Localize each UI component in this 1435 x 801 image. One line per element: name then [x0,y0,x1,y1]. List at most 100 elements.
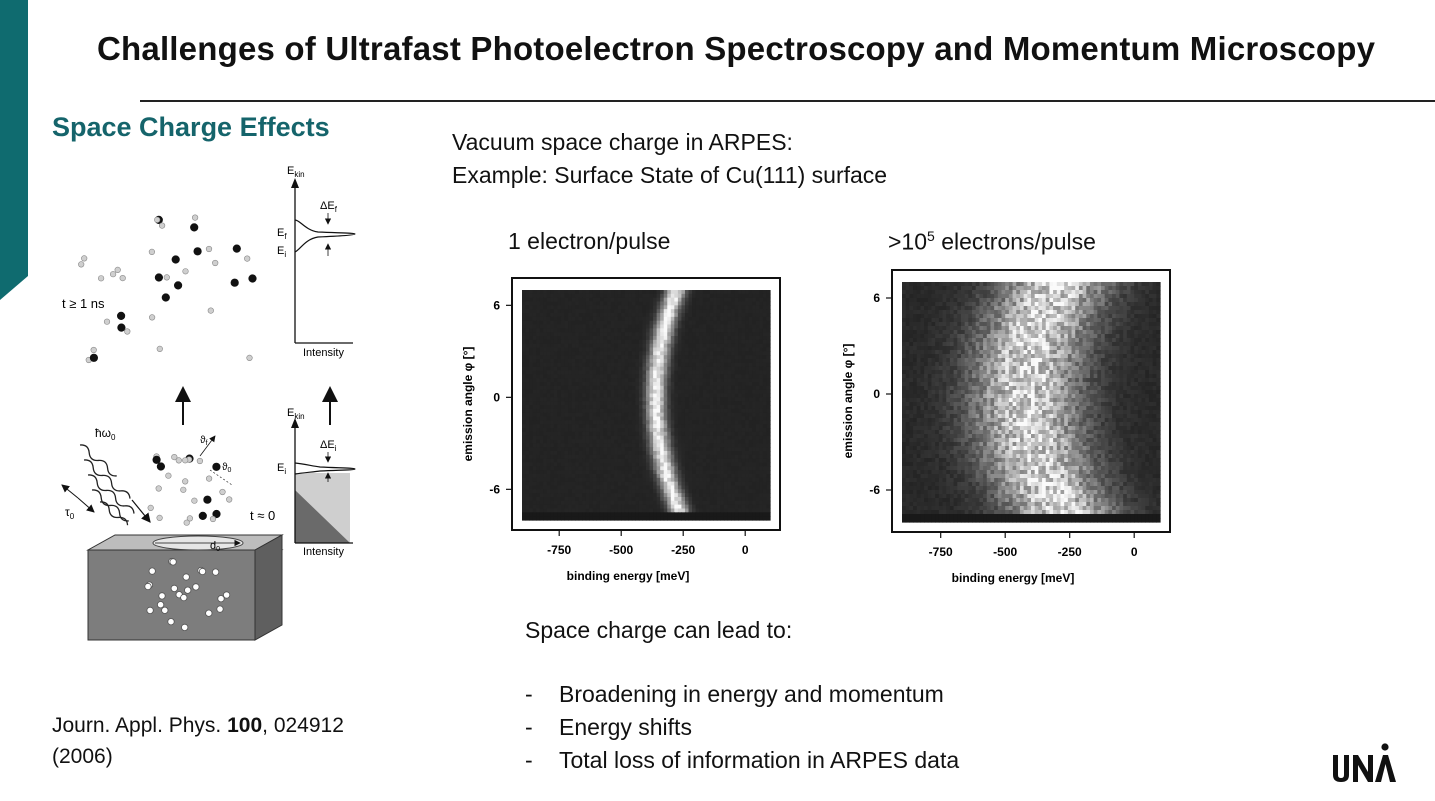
x-tick-label: -750 [547,543,571,557]
hole [169,558,177,566]
electron [230,278,239,287]
expanded-electron-cloud [78,214,257,364]
electron [226,496,233,503]
x-tick-label: -500 [609,543,633,557]
y-tick-label: -6 [489,482,500,496]
list-item: - Total loss of information in ARPES data [525,744,959,777]
bullet-dash: - [525,681,533,707]
electron [148,248,155,255]
y-tick-label: 6 [493,298,500,312]
list-item: - Broadening in energy and momentum [525,678,959,711]
hole [167,618,175,626]
ekin-label-upper: Ekin [287,165,305,179]
electron [182,478,189,485]
electron [109,271,117,278]
section-heading: Space Charge Effects [52,112,330,142]
compact-electron-cloud [147,453,233,526]
electron [182,268,189,275]
accent-bar [0,0,28,300]
y-tick-label: 0 [493,390,500,404]
hole [148,567,156,575]
d0-label: d0 [210,540,220,553]
x-tick-label: -750 [929,545,953,559]
electron [205,245,213,253]
delta-ei-label: ΔEi [320,439,337,453]
y-tick-label: 0 [873,387,880,401]
hole [198,567,207,576]
electron [78,261,85,268]
ei-label: Ei [277,245,286,259]
ekin-label-lower: Ekin [287,407,305,421]
intensity-label-upper: Intensity [303,347,344,359]
electron [148,314,156,321]
electron [212,259,219,267]
electron [244,255,251,262]
electron [165,472,172,479]
hole [181,623,189,631]
electron [186,515,193,522]
electron [154,216,161,223]
hole [216,605,224,613]
delta-ef-label: ΔEf [320,200,338,214]
electron [117,323,126,332]
list-item: - Energy shifts [525,711,959,744]
electron [116,311,126,320]
electron [183,519,190,526]
x-axis-label: binding energy [meV] [567,569,690,583]
electron [212,509,221,519]
hole [217,595,225,603]
x-axis-label: binding energy [meV] [952,571,1075,585]
heatmap-single-electron: 6 0 -6 -750 -500 -250 0 binding energy [meV] emi… [461,277,781,583]
electron [114,266,121,273]
y-tick-label: 6 [873,291,880,305]
electron [89,353,99,362]
slide-title: Challenges of Ultrafast Photoelectron Sp… [97,30,1376,67]
electron [163,274,170,281]
title-divider [140,100,1435,102]
heatmap-area [902,282,1161,523]
y-axis-label: emission angle φ [°] [461,347,475,462]
sample-block: d0 [86,534,284,641]
electron [161,293,170,302]
electron [124,328,131,335]
y-tick-label: -6 [869,483,880,497]
photon-pulse: ħω0 τ0 [61,426,151,526]
initial-spectrum: Ekin Intensity Ei ΔEi [277,407,356,558]
electron [248,274,257,283]
electron [154,273,163,282]
electron [103,318,111,325]
upper-time-label: t ≥ 1 ns [62,296,105,311]
hole [157,601,165,609]
ef-label: Ef [277,227,287,241]
electron [156,514,163,522]
conclusion-heading: Space charge can lead to: [525,617,793,643]
electron [193,247,202,256]
hole [180,593,188,602]
hole [161,606,169,614]
intro-line-2: Example: Surface State of Cu(111) surfac… [452,162,888,188]
intro-line-1: Vacuum space charge in ARPES: [452,129,793,155]
electron [90,346,97,354]
panel-right-label: >105 electrons/pulse [888,228,1096,255]
electron [147,504,154,512]
x-tick-label: -250 [1058,545,1082,559]
bullet-dash: - [525,747,533,773]
electron [190,223,199,232]
lower-time-label: t ≈ 0 [250,508,275,523]
electron [182,457,189,464]
hole [184,586,192,594]
electron [81,255,88,262]
intensity-label-lower: Intensity [303,546,344,558]
university-logo [1333,743,1396,782]
electron [152,455,161,464]
bullet-dash: - [525,714,533,740]
electron [198,511,207,521]
hole [205,609,213,617]
final-spectrum: Ekin Intensity Ef Ei ΔEf [277,165,356,359]
electron [212,462,221,471]
space-charge-schematic: t ≥ 1 ns Ekin Intensity Ef Ei ΔEf Ekin I… [61,165,356,641]
hole [146,606,154,614]
electron [192,214,199,221]
electron [171,255,180,264]
electron [219,488,226,496]
